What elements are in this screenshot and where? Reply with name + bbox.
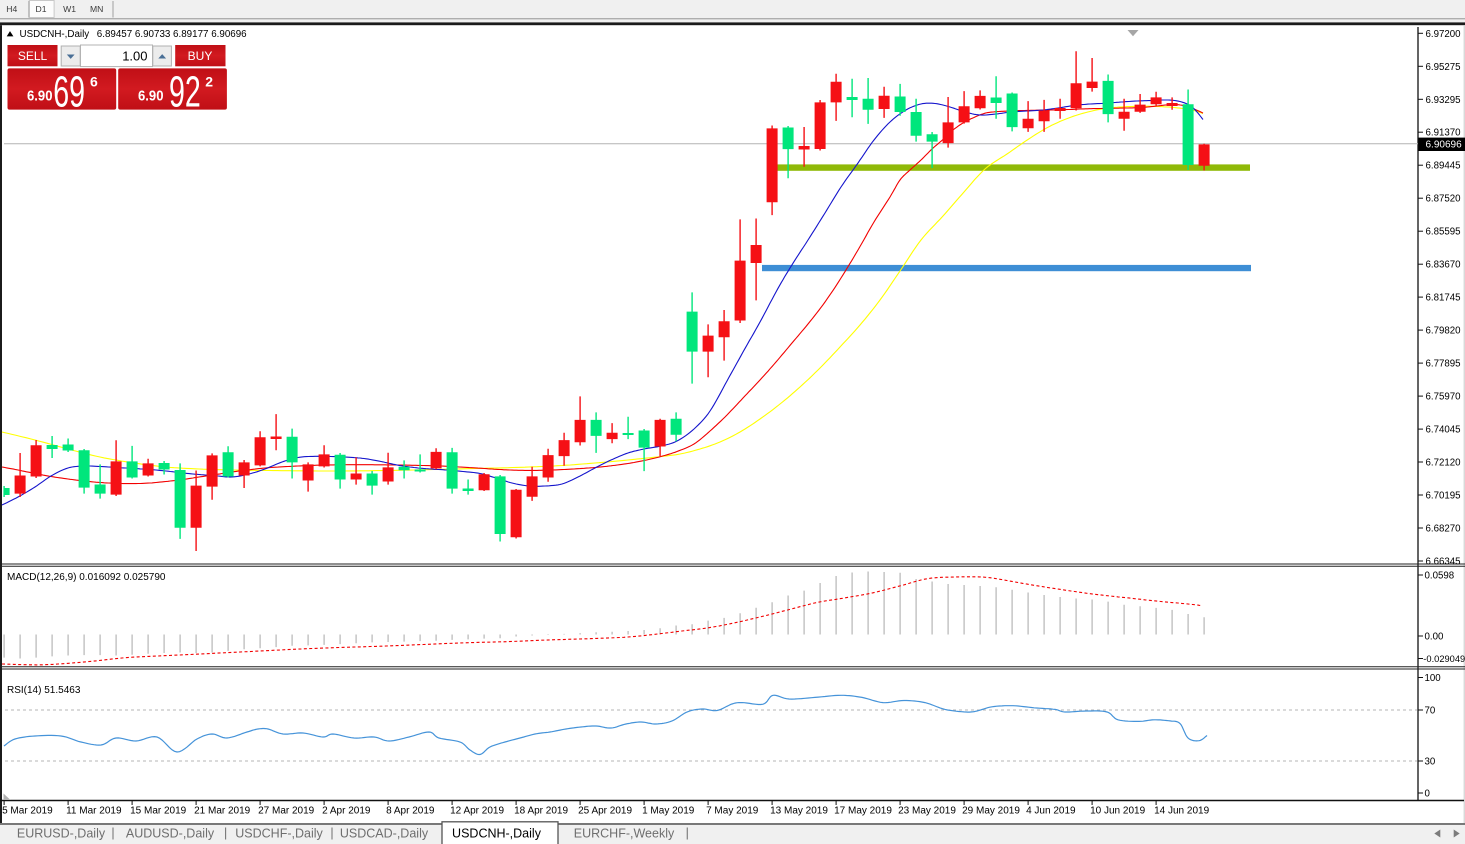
svg-text:D1: D1 bbox=[36, 4, 47, 14]
svg-text:-0.029049: -0.029049 bbox=[1423, 654, 1465, 664]
svg-text:6.85595: 6.85595 bbox=[1426, 227, 1461, 238]
svg-text:6.90: 6.90 bbox=[138, 88, 164, 104]
svg-text:0.00: 0.00 bbox=[1425, 632, 1444, 643]
svg-text:15 Mar 2019: 15 Mar 2019 bbox=[130, 806, 187, 817]
svg-text:2: 2 bbox=[205, 73, 213, 89]
svg-text:2 Apr 2019: 2 Apr 2019 bbox=[322, 806, 371, 817]
svg-text:6.72120: 6.72120 bbox=[1426, 458, 1462, 469]
svg-text:21 Mar 2019: 21 Mar 2019 bbox=[194, 806, 251, 817]
svg-text:USDCHF-,Daily: USDCHF-,Daily bbox=[235, 826, 323, 840]
svg-text:92: 92 bbox=[169, 67, 201, 116]
svg-text:6.79820: 6.79820 bbox=[1426, 326, 1462, 337]
svg-text:H4: H4 bbox=[6, 4, 17, 14]
svg-text:7 May 2019: 7 May 2019 bbox=[706, 806, 759, 817]
svg-text:6: 6 bbox=[90, 73, 98, 89]
svg-text:6.90696: 6.90696 bbox=[1426, 139, 1463, 150]
svg-text:W1: W1 bbox=[63, 4, 76, 14]
svg-text:1 May 2019: 1 May 2019 bbox=[642, 806, 695, 817]
svg-text:RSI(14) 51.5463: RSI(14) 51.5463 bbox=[7, 685, 81, 696]
svg-text:|: | bbox=[330, 826, 333, 840]
svg-text:0: 0 bbox=[1425, 789, 1431, 800]
svg-text:14 Jun 2019: 14 Jun 2019 bbox=[1154, 806, 1209, 817]
svg-text:MN: MN bbox=[90, 4, 103, 14]
svg-text:1.00: 1.00 bbox=[122, 49, 147, 64]
svg-text:17 May 2019: 17 May 2019 bbox=[834, 806, 892, 817]
svg-text:6.70195: 6.70195 bbox=[1426, 491, 1461, 502]
svg-text:6.89445: 6.89445 bbox=[1426, 161, 1461, 172]
svg-text:6.93295: 6.93295 bbox=[1426, 95, 1461, 106]
svg-text:|: | bbox=[111, 826, 114, 840]
svg-text:6.66345: 6.66345 bbox=[1426, 557, 1461, 568]
svg-text:27 Mar 2019: 27 Mar 2019 bbox=[258, 806, 315, 817]
svg-text:0.0598: 0.0598 bbox=[1425, 571, 1455, 582]
svg-text:AUDUSD-,Daily: AUDUSD-,Daily bbox=[126, 826, 215, 840]
svg-text:13 May 2019: 13 May 2019 bbox=[770, 806, 828, 817]
svg-text:23 May 2019: 23 May 2019 bbox=[898, 806, 956, 817]
svg-text:18 Apr 2019: 18 Apr 2019 bbox=[514, 806, 568, 817]
svg-text:29 May 2019: 29 May 2019 bbox=[962, 806, 1020, 817]
svg-text:EURUSD-,Daily: EURUSD-,Daily bbox=[17, 826, 106, 840]
svg-text:70: 70 bbox=[1425, 706, 1436, 717]
svg-text:6.83670: 6.83670 bbox=[1426, 260, 1462, 271]
svg-text:4 Jun 2019: 4 Jun 2019 bbox=[1026, 806, 1076, 817]
svg-text:|: | bbox=[686, 826, 689, 840]
svg-text:100: 100 bbox=[1425, 673, 1442, 684]
svg-text:6.95275: 6.95275 bbox=[1426, 62, 1461, 73]
svg-text:MACD(12,26,9) 0.016092 0.02579: MACD(12,26,9) 0.016092 0.025790 bbox=[7, 572, 166, 583]
svg-text:6.87520: 6.87520 bbox=[1426, 194, 1462, 205]
svg-text:SELL: SELL bbox=[18, 49, 48, 63]
svg-text:6.81745: 6.81745 bbox=[1426, 293, 1461, 304]
svg-text:EURCHF-,Weekly: EURCHF-,Weekly bbox=[574, 826, 675, 840]
svg-text:USDCNH-,Daily 6.89457 6.90733: USDCNH-,Daily 6.89457 6.90733 6.89177 6.… bbox=[20, 29, 248, 40]
svg-text:BUY: BUY bbox=[188, 49, 213, 63]
svg-text:11 Mar 2019: 11 Mar 2019 bbox=[66, 806, 122, 817]
svg-text:USDCNH-,Daily: USDCNH-,Daily bbox=[452, 826, 542, 840]
svg-text:6.68270: 6.68270 bbox=[1426, 524, 1462, 535]
svg-text:25 Apr 2019: 25 Apr 2019 bbox=[578, 806, 632, 817]
svg-text:|: | bbox=[224, 826, 227, 840]
svg-text:8 Apr 2019: 8 Apr 2019 bbox=[386, 806, 435, 817]
svg-text:10 Jun 2019: 10 Jun 2019 bbox=[1090, 806, 1145, 817]
svg-text:12 Apr 2019: 12 Apr 2019 bbox=[450, 806, 504, 817]
svg-text:6.91370: 6.91370 bbox=[1426, 128, 1462, 139]
svg-text:69: 69 bbox=[53, 67, 85, 116]
svg-text:30: 30 bbox=[1425, 757, 1436, 768]
svg-text:6.74045: 6.74045 bbox=[1426, 425, 1461, 436]
svg-text:6.97200: 6.97200 bbox=[1426, 29, 1462, 40]
svg-text:USDCAD-,Daily: USDCAD-,Daily bbox=[340, 826, 429, 840]
svg-text:5 Mar 2019: 5 Mar 2019 bbox=[2, 806, 53, 817]
svg-text:6.77895: 6.77895 bbox=[1426, 359, 1461, 370]
svg-text:6.90: 6.90 bbox=[27, 88, 53, 104]
svg-text:6.75970: 6.75970 bbox=[1426, 392, 1462, 403]
